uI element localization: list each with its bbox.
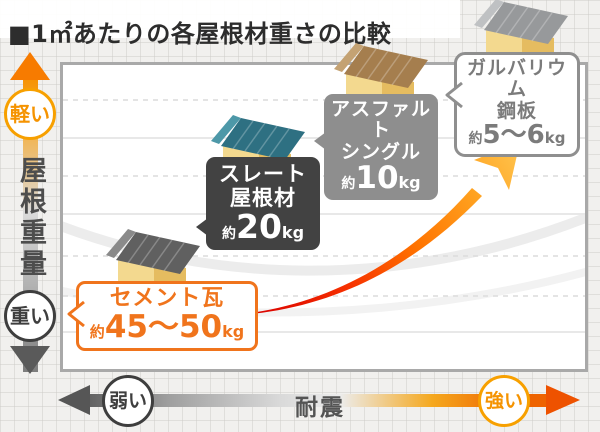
right-arrow-icon	[546, 385, 580, 415]
slate-label: スレート 屋根材 約20kg	[196, 157, 320, 251]
material-name: 鋼板	[496, 99, 537, 122]
material-weight: 約45〜50kg	[89, 308, 245, 345]
material-weight: 約10kg	[341, 159, 421, 196]
up-arrow-icon	[10, 52, 50, 80]
y-axis-top-badge: 軽い	[4, 88, 56, 140]
y-axis: 軽い 屋根重量 重い	[3, 52, 57, 396]
material-name: アスファルト	[330, 98, 431, 142]
x-axis-title: 耐震	[295, 395, 345, 421]
material-name: スレート	[219, 162, 307, 186]
label-tail	[445, 81, 463, 109]
down-arrow-icon	[10, 346, 50, 374]
left-arrow-icon	[58, 385, 90, 415]
cement-house-icon	[106, 229, 200, 286]
material-weight: 約20kg	[221, 207, 305, 247]
material-name: 屋根材	[230, 185, 296, 210]
page-title: ■1㎡あたりの各屋根材重さの比較	[8, 20, 392, 48]
asphalt-label: アスファルト シングル 約10kg	[314, 94, 438, 200]
material-weight: 約5〜6kg	[468, 119, 566, 150]
y-axis-bottom-badge: 重い	[4, 290, 56, 342]
x-axis: 耐震 弱い 強い	[58, 375, 582, 431]
material-name: セメント瓦	[109, 286, 225, 311]
galvalume-house-icon	[474, 0, 568, 56]
galvalume-label: ガルバリウム 鋼板 約5〜6kg	[445, 52, 580, 158]
asphalt-house-icon	[334, 43, 428, 100]
x-axis-bar	[86, 394, 548, 407]
x-axis-right-badge: 強い	[478, 375, 530, 427]
cement-label: セメント瓦 約45〜50kg	[67, 281, 258, 351]
label-tail	[314, 132, 326, 150]
x-axis-left-badge: 弱い	[102, 375, 154, 427]
label-tail	[67, 300, 85, 328]
title-background	[0, 0, 460, 38]
label-tail	[196, 218, 208, 237]
y-axis-title: 屋根重量	[15, 156, 46, 280]
material-name: シングル	[340, 140, 421, 163]
material-name: ガルバリウム	[466, 57, 567, 101]
